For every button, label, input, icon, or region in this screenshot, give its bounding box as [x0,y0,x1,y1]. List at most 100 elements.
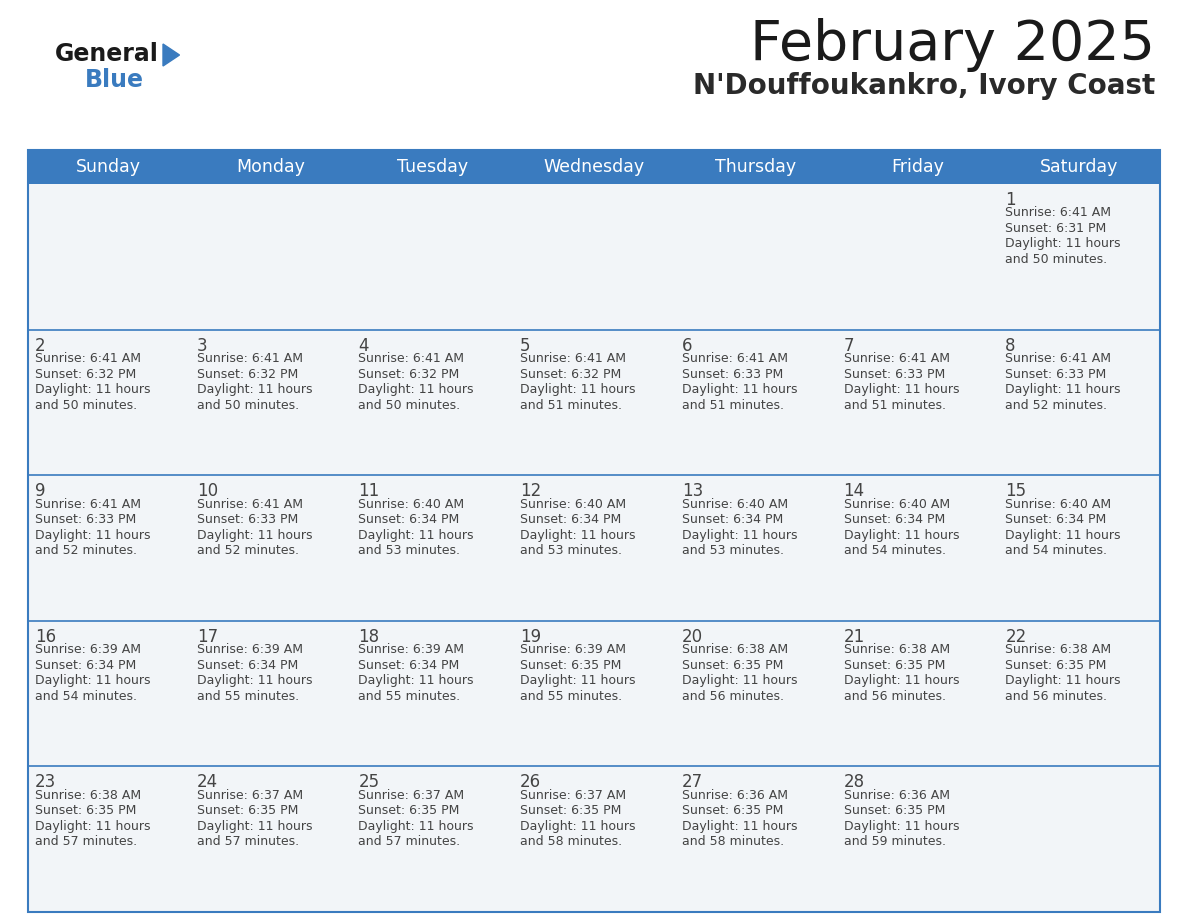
Text: Sunrise: 6:40 AM: Sunrise: 6:40 AM [359,498,465,510]
Text: 22: 22 [1005,628,1026,645]
Text: Sunrise: 6:37 AM: Sunrise: 6:37 AM [359,789,465,802]
Text: Sunrise: 6:37 AM: Sunrise: 6:37 AM [520,789,626,802]
Text: February 2025: February 2025 [750,18,1155,72]
Text: and 51 minutes.: and 51 minutes. [682,398,784,411]
Text: Sunrise: 6:39 AM: Sunrise: 6:39 AM [34,644,141,656]
Text: Daylight: 11 hours: Daylight: 11 hours [359,383,474,396]
Text: Sunset: 6:35 PM: Sunset: 6:35 PM [682,804,783,817]
Text: Daylight: 11 hours: Daylight: 11 hours [520,820,636,833]
Text: 18: 18 [359,628,379,645]
Bar [836,184,998,330]
Bar [29,184,190,330]
Bar [29,767,190,912]
Text: Daylight: 11 hours: Daylight: 11 hours [359,820,474,833]
Text: Sunset: 6:32 PM: Sunset: 6:32 PM [197,367,298,381]
Text: and 59 minutes.: and 59 minutes. [843,835,946,848]
Text: Wednesday: Wednesday [543,158,645,176]
Text: 15: 15 [1005,482,1026,500]
Text: and 53 minutes.: and 53 minutes. [682,544,784,557]
Text: 27: 27 [682,773,703,791]
Text: Daylight: 11 hours: Daylight: 11 hours [843,529,959,542]
Text: Sunrise: 6:39 AM: Sunrise: 6:39 AM [520,644,626,656]
Text: 24: 24 [197,773,217,791]
Text: and 54 minutes.: and 54 minutes. [843,544,946,557]
Text: and 54 minutes.: and 54 minutes. [1005,544,1107,557]
Bar [836,621,998,767]
Text: 26: 26 [520,773,542,791]
Text: 11: 11 [359,482,380,500]
Text: and 50 minutes.: and 50 minutes. [359,398,461,411]
Text: 19: 19 [520,628,542,645]
Bar [352,476,513,621]
Text: Sunrise: 6:38 AM: Sunrise: 6:38 AM [34,789,141,802]
Text: 7: 7 [843,337,854,354]
Text: Sunset: 6:35 PM: Sunset: 6:35 PM [197,804,298,817]
Text: and 51 minutes.: and 51 minutes. [520,398,623,411]
Text: Sunset: 6:33 PM: Sunset: 6:33 PM [34,513,137,526]
Text: Sunset: 6:34 PM: Sunset: 6:34 PM [359,513,460,526]
Text: Monday: Monday [236,158,305,176]
Text: Sunset: 6:35 PM: Sunset: 6:35 PM [359,804,460,817]
Text: Sunrise: 6:36 AM: Sunrise: 6:36 AM [843,789,949,802]
Text: Sunset: 6:35 PM: Sunset: 6:35 PM [843,804,944,817]
Text: and 52 minutes.: and 52 minutes. [197,544,298,557]
Bar [836,767,998,912]
Text: Blue: Blue [86,68,144,92]
Text: Sunrise: 6:38 AM: Sunrise: 6:38 AM [1005,644,1112,656]
Text: Daylight: 11 hours: Daylight: 11 hours [520,383,636,396]
Text: Sunrise: 6:41 AM: Sunrise: 6:41 AM [34,353,141,365]
Bar [190,621,352,767]
Text: and 58 minutes.: and 58 minutes. [682,835,784,848]
Text: and 57 minutes.: and 57 minutes. [34,835,137,848]
Text: and 50 minutes.: and 50 minutes. [1005,253,1107,266]
Text: Daylight: 11 hours: Daylight: 11 hours [1005,675,1120,688]
Text: Sunrise: 6:39 AM: Sunrise: 6:39 AM [359,644,465,656]
Text: 9: 9 [34,482,45,500]
Text: Sunrise: 6:40 AM: Sunrise: 6:40 AM [682,498,788,510]
Bar [513,330,675,476]
Bar [29,150,1159,184]
Text: Sunset: 6:35 PM: Sunset: 6:35 PM [682,659,783,672]
Text: and 53 minutes.: and 53 minutes. [520,544,623,557]
Text: Sunset: 6:35 PM: Sunset: 6:35 PM [520,659,621,672]
Bar [190,184,352,330]
Text: Sunset: 6:33 PM: Sunset: 6:33 PM [197,513,298,526]
Text: Sunrise: 6:38 AM: Sunrise: 6:38 AM [682,644,788,656]
Text: 14: 14 [843,482,865,500]
Text: Daylight: 11 hours: Daylight: 11 hours [1005,383,1120,396]
Text: 28: 28 [843,773,865,791]
Text: 8: 8 [1005,337,1016,354]
Text: 3: 3 [197,337,208,354]
Text: Sunset: 6:33 PM: Sunset: 6:33 PM [682,367,783,381]
Text: Daylight: 11 hours: Daylight: 11 hours [359,529,474,542]
Text: 5: 5 [520,337,531,354]
Text: Sunrise: 6:41 AM: Sunrise: 6:41 AM [197,498,303,510]
Bar [352,330,513,476]
Text: Saturday: Saturday [1040,158,1118,176]
Text: Daylight: 11 hours: Daylight: 11 hours [197,529,312,542]
Bar [998,767,1159,912]
Text: 4: 4 [359,337,369,354]
Text: and 54 minutes.: and 54 minutes. [34,689,137,703]
Text: Sunset: 6:33 PM: Sunset: 6:33 PM [1005,367,1106,381]
Text: Sunrise: 6:40 AM: Sunrise: 6:40 AM [1005,498,1112,510]
Text: General: General [55,42,159,66]
Text: Daylight: 11 hours: Daylight: 11 hours [34,820,151,833]
Text: Daylight: 11 hours: Daylight: 11 hours [843,820,959,833]
Text: 1: 1 [1005,191,1016,209]
Bar [998,476,1159,621]
Bar [675,621,836,767]
Text: Sunrise: 6:40 AM: Sunrise: 6:40 AM [843,498,949,510]
Text: Sunrise: 6:41 AM: Sunrise: 6:41 AM [34,498,141,510]
Text: Sunset: 6:35 PM: Sunset: 6:35 PM [520,804,621,817]
Bar [675,767,836,912]
Bar [998,330,1159,476]
Text: Daylight: 11 hours: Daylight: 11 hours [34,383,151,396]
Bar [29,476,190,621]
Text: and 56 minutes.: and 56 minutes. [682,689,784,703]
Text: Sunset: 6:32 PM: Sunset: 6:32 PM [359,367,460,381]
Text: Thursday: Thursday [715,158,796,176]
Bar [29,330,190,476]
Polygon shape [163,44,179,66]
Bar [998,184,1159,330]
